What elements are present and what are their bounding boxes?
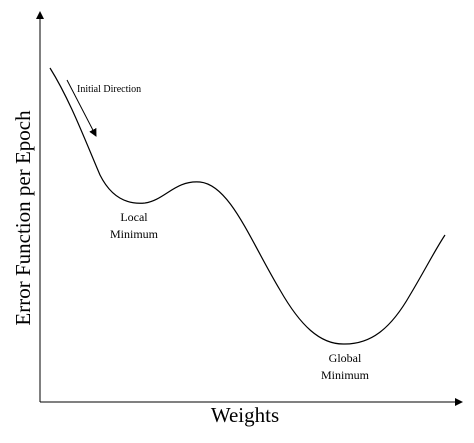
global-minimum-label: Global — [329, 351, 362, 365]
local-minimum-label: Local — [120, 210, 148, 224]
error-curve — [49, 67, 446, 345]
local-minimum-label: Minimum — [110, 227, 159, 241]
initial-direction-label: Initial Direction — [77, 84, 141, 95]
y-axis-label: Error Function per Epoch — [11, 110, 35, 326]
direction-arrow — [66, 79, 97, 137]
global-minimum-label: Minimum — [321, 368, 370, 382]
x-axis-label: Weights — [211, 403, 279, 427]
